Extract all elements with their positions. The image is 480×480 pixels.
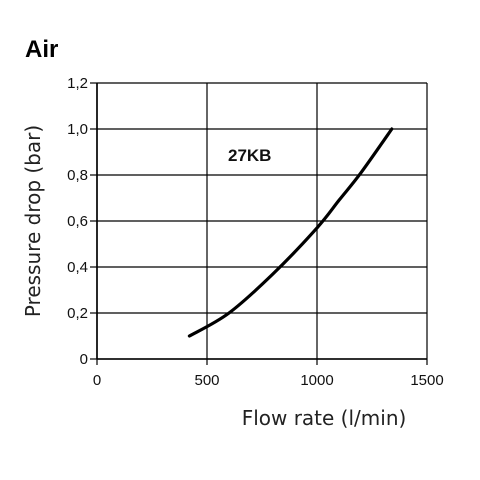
x-tick-label: 0	[93, 372, 101, 389]
grid-layer	[90, 82, 428, 365]
x-tick-label: 500	[194, 372, 219, 389]
series-layer	[187, 127, 394, 338]
y-tick-label: 0	[80, 351, 88, 368]
x-axis-label: Flow rate (l/min)	[242, 406, 407, 430]
y-tick-label: 1,2	[67, 75, 88, 92]
x-tick-label: 1000	[300, 372, 333, 389]
y-tick-label: 0,4	[67, 259, 88, 276]
y-tick-label: 1,0	[67, 121, 88, 138]
chart-title: Air	[25, 36, 58, 63]
y-tick-label: 0,8	[67, 167, 88, 184]
tick-layer: 0 0,2 0,4 0,6 0,8 1,0 1,2 0 500 1000 1500	[67, 75, 444, 389]
y-tick-label: 0,2	[67, 305, 88, 322]
x-tick-label: 1500	[410, 372, 443, 389]
series-line-27kb	[187, 127, 394, 338]
series-label: 27KB	[228, 146, 271, 165]
y-axis-label: Pressure drop (bar)	[21, 125, 45, 317]
y-tick-label: 0,6	[67, 213, 88, 230]
